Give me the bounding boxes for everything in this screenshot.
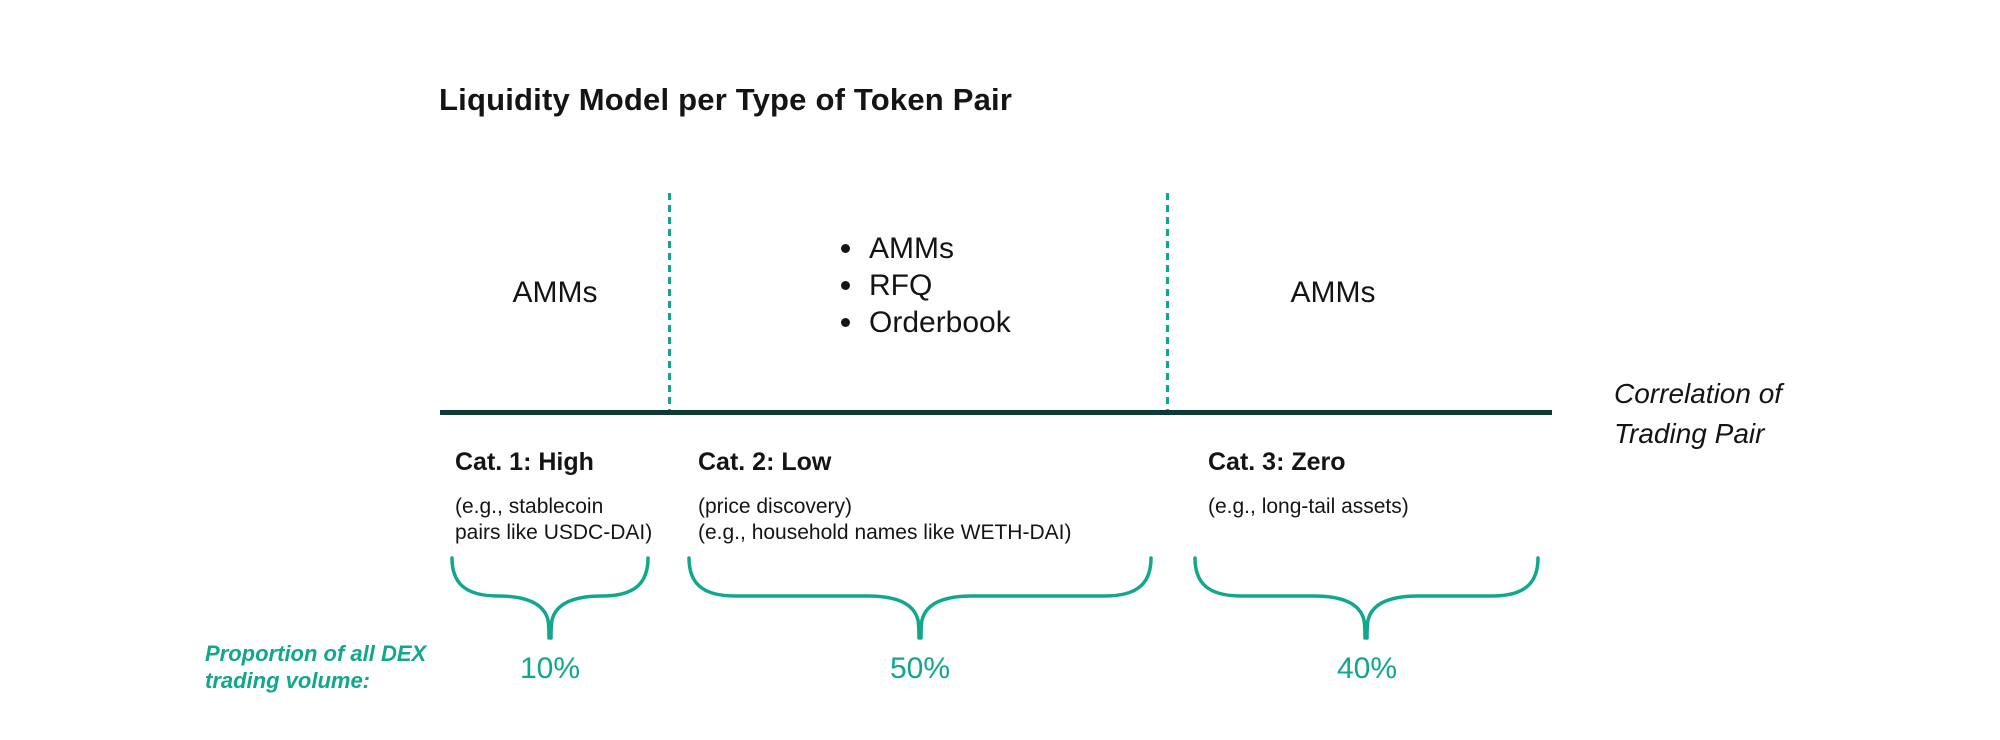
category-3-example-line1: (e.g., long-tail assets) [1208, 495, 1409, 518]
category-2-example-line1: (price discovery) [698, 495, 853, 518]
category-3-block: Cat. 3: Zero (e.g., long-tail assets) [1208, 448, 1409, 520]
category-1-block: Cat. 1: High (e.g., stablecoin pairs lik… [455, 448, 652, 546]
axis-label-line2: Trading Pair [1614, 418, 1765, 449]
axis-label: Correlation of Trading Pair [1614, 374, 1782, 454]
volume-percent-section3: 40% [1336, 652, 1398, 685]
list-item: Orderbook [841, 304, 1011, 341]
section1-model-label: AMMs [512, 276, 598, 309]
volume-caption-line1: Proportion of all DEX [205, 641, 427, 666]
model-label: AMMs [869, 231, 954, 265]
underbrace-section3 [1193, 556, 1540, 640]
volume-caption: Proportion of all DEX trading volume: [205, 640, 426, 694]
section-divider-1 [668, 193, 671, 411]
category-1-example: (e.g., stablecoin pairs like USDC-DAI) [455, 494, 652, 546]
underbrace-section2 [687, 556, 1153, 640]
model-label: RFQ [869, 268, 933, 302]
category-3-title: Cat. 3: Zero [1208, 448, 1346, 476]
category-1-example-line1: (e.g., stablecoin [455, 495, 604, 518]
diagram-title: Liquidity Model per Type of Token Pair [439, 82, 1013, 117]
correlation-axis-line [440, 410, 1552, 415]
category-2-example: (price discovery) (e.g., household names… [698, 494, 1071, 546]
axis-label-line1: Correlation of [1614, 378, 1783, 409]
category-1-title: Cat. 1: High [455, 448, 594, 476]
section3-model-label: AMMs [1290, 276, 1376, 309]
category-2-example-line2: (e.g., household names like WETH-DAI) [698, 521, 1072, 544]
underbrace-section1 [450, 556, 650, 640]
bullet-icon [841, 281, 850, 290]
list-item: RFQ [841, 267, 1011, 304]
bullet-icon [841, 244, 850, 253]
volume-percent-section2: 50% [889, 652, 951, 685]
category-1-example-line2: pairs like USDC-DAI) [455, 521, 653, 544]
category-3-example: (e.g., long-tail assets) [1208, 494, 1409, 520]
section2-model-list: AMMs RFQ Orderbook [841, 230, 1011, 341]
category-2-title: Cat. 2: Low [698, 448, 832, 476]
category-2-block: Cat. 2: Low (price discovery) (e.g., hou… [698, 448, 1071, 546]
bullet-icon [841, 318, 850, 327]
model-label: Orderbook [869, 305, 1011, 339]
volume-caption-line2: trading volume: [205, 668, 371, 693]
volume-percent-section1: 10% [519, 652, 581, 685]
list-item: AMMs [841, 230, 1011, 267]
section-divider-2 [1166, 193, 1169, 411]
